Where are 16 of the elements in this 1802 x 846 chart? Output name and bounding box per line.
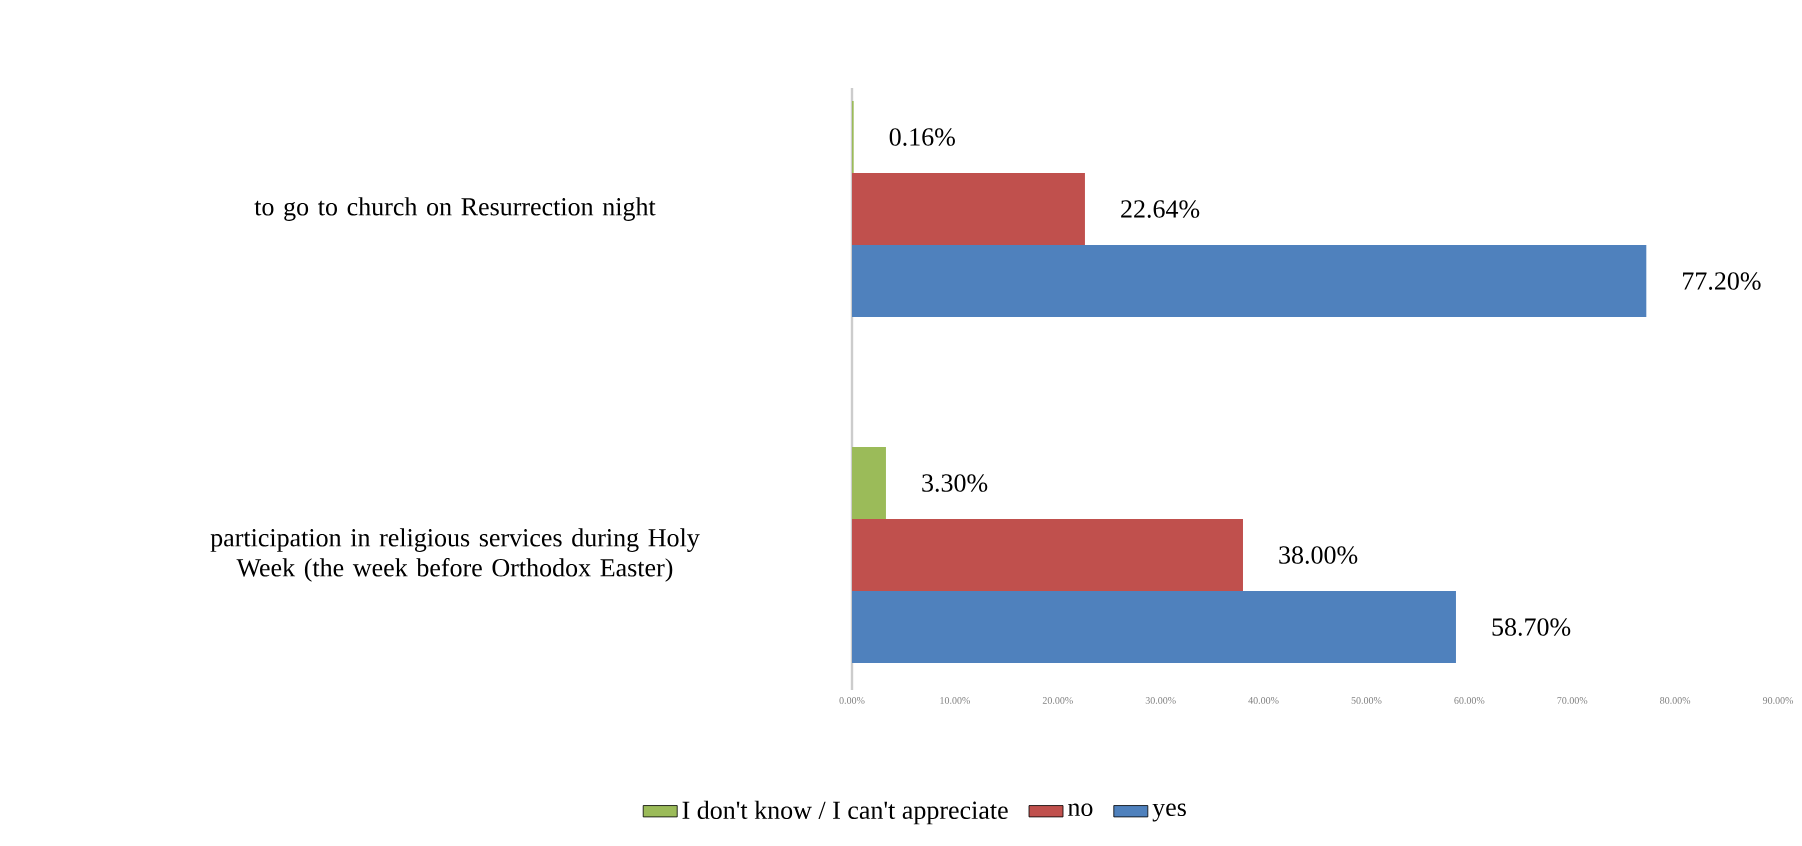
- data-label: 3.30%: [922, 474, 988, 492]
- bar: [852, 519, 1243, 592]
- data-label: 22.64%: [1121, 200, 1200, 218]
- data-label: 77.20%: [1683, 272, 1761, 290]
- data-label: 0.16%: [889, 128, 955, 146]
- y-tick-label: to go to church on Resurrection night: [254, 197, 656, 221]
- data-label: 38.00%: [1279, 546, 1358, 564]
- bar: [852, 245, 1647, 318]
- legend-label: I don't know / I can't appreciate: [682, 800, 1008, 825]
- y-tick-label: participation in religious services during Holy Week (the week before Orthodox Easter): [210, 528, 700, 582]
- bar: [852, 591, 1456, 664]
- bar: [852, 447, 886, 520]
- data-label: 58.70%: [1492, 618, 1571, 636]
- legend-label: no: [1068, 803, 1093, 817]
- legend-label: yes: [1152, 803, 1186, 822]
- bar: [852, 173, 1085, 246]
